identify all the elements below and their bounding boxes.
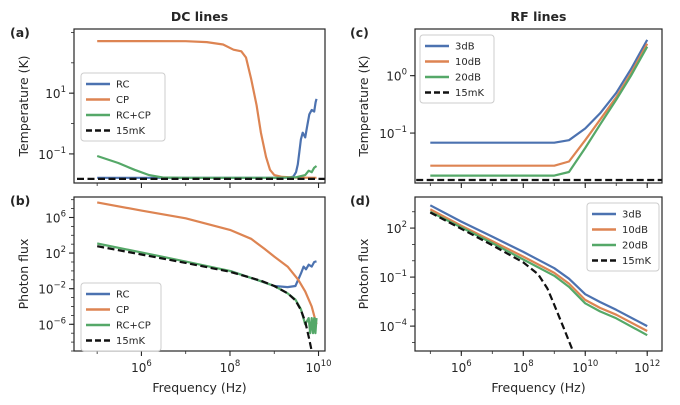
panel-label: (b) xyxy=(10,193,30,208)
legend-label: 3dB xyxy=(455,42,475,53)
panel-label: (a) xyxy=(10,25,30,40)
y-tick-label: 106 xyxy=(45,209,66,225)
y-tick-label: 10−4 xyxy=(379,318,407,334)
series-line-cp xyxy=(97,40,317,179)
y-axis-label: Photon flux xyxy=(356,239,371,310)
legend-box xyxy=(80,72,166,142)
series-line-3db xyxy=(429,204,648,328)
panel-a: 10−1 101 DC lines (a) Temperature (K) RC CP RC+… xyxy=(10,9,326,188)
y-axis-label: Temperature (K) xyxy=(16,55,31,157)
x-tick-label: 108 xyxy=(220,359,241,375)
legend-label: 15mK xyxy=(622,256,651,267)
panel-b: 10−6 10−2 102 106 106 108 1010 (b) Photon flux Fr… xyxy=(10,193,332,395)
series-line-15mk xyxy=(96,245,313,351)
x-tick-label: 108 xyxy=(513,359,534,375)
x-tick-label: 106 xyxy=(451,359,472,375)
y-tick-label: 10−6 xyxy=(38,316,66,332)
x-axis-label: Frequency (Hz) xyxy=(152,380,246,395)
series-group xyxy=(96,201,318,351)
legend: 3dB 10dB 20dB 15mK xyxy=(586,202,660,272)
legend-label: CP xyxy=(116,305,129,316)
series-line-20db xyxy=(430,46,649,177)
x-tick-label: 1010 xyxy=(305,359,331,375)
panel-d: 10−4 10−1 102 106 108 1010 1012 (d) Photon flux F… xyxy=(350,193,663,395)
legend-label: RC+CP xyxy=(116,321,151,332)
y-tick-label: 101 xyxy=(45,85,66,101)
axes-frame xyxy=(73,196,326,352)
series-line-20db xyxy=(429,210,648,337)
series-line-10db xyxy=(429,208,648,332)
axes-frame xyxy=(414,196,663,352)
x-tick-label: 106 xyxy=(131,359,152,375)
y-tick-label: 10−2 xyxy=(38,281,66,297)
y-tick-label: 10−1 xyxy=(38,146,66,162)
x-tick-label: 1010 xyxy=(572,359,598,375)
legend-label: 10dB xyxy=(455,57,481,68)
legend-label: 3dB xyxy=(622,210,642,221)
legend-label: 20dB xyxy=(622,241,648,252)
legend-box xyxy=(80,282,162,352)
x-axis-label: Frequency (Hz) xyxy=(491,380,585,395)
legend-box xyxy=(586,202,660,272)
legend-label: 15mK xyxy=(116,126,145,137)
series-line-3db xyxy=(430,39,649,144)
legend: 3dB 10dB 20dB 15mK xyxy=(419,34,495,104)
panel-label: (c) xyxy=(350,25,369,40)
legend-label: 20dB xyxy=(455,73,481,84)
y-axis-label: Temperature (K) xyxy=(356,55,371,157)
legend-label: RC xyxy=(116,80,129,91)
legend: RC CP RC+CP 15mK xyxy=(80,282,162,352)
series-group xyxy=(77,40,325,180)
y-tick-label: 102 xyxy=(45,245,66,261)
x-tick-label: 1012 xyxy=(634,359,660,375)
legend-box xyxy=(419,34,495,104)
series-line-10db xyxy=(430,43,649,167)
panel-c: 10−1 100 RF lines (c) Temperature (K) 3dB 10dB… xyxy=(350,9,663,188)
y-tick-label: 100 xyxy=(386,68,407,84)
y-tick-label: 102 xyxy=(386,220,407,236)
series-line-rc-cp xyxy=(96,154,318,179)
legend-label: 10dB xyxy=(622,225,648,236)
y-tick-label: 10−1 xyxy=(379,125,407,141)
axes-frame xyxy=(73,28,326,184)
series-group xyxy=(429,204,648,351)
panel-label: (d) xyxy=(350,193,370,208)
panel-title: RF lines xyxy=(511,9,567,24)
legend-label: RC+CP xyxy=(116,111,151,122)
legend-label: CP xyxy=(116,95,129,106)
panel-title: DC lines xyxy=(171,9,228,24)
legend-label: RC xyxy=(116,290,129,301)
series-line-cp xyxy=(96,201,318,325)
series-group xyxy=(416,39,662,182)
legend: RC CP RC+CP 15mK xyxy=(80,72,166,142)
legend-label: 15mK xyxy=(116,336,145,347)
y-axis-label: Photon flux xyxy=(16,239,31,310)
axes-frame xyxy=(414,28,663,184)
legend-label: 15mK xyxy=(455,88,484,99)
series-line-15mk xyxy=(429,211,574,351)
y-tick-label: 10−1 xyxy=(379,269,407,285)
